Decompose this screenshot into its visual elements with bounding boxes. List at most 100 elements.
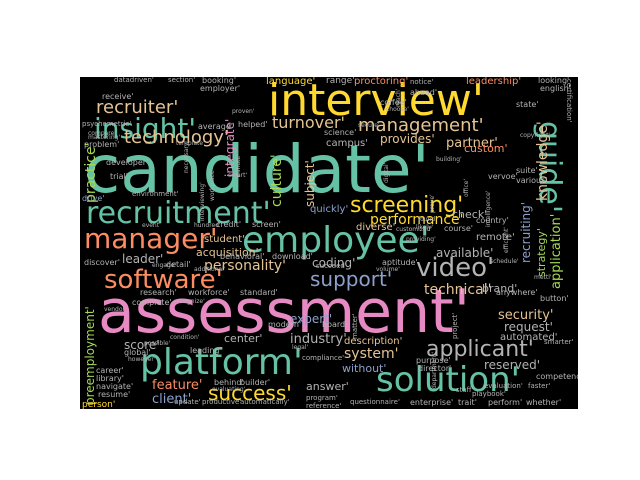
word: person' [82, 400, 116, 410]
word: copyright' [520, 132, 551, 139]
word: helped' [238, 120, 268, 129]
word: customized' [396, 226, 433, 233]
word: state' [516, 100, 539, 109]
word: applicant' [426, 337, 534, 362]
word: problem' [84, 140, 120, 149]
word: schedule' [490, 258, 519, 265]
word: partner' [446, 136, 498, 151]
word: candidate' [84, 131, 430, 208]
word: manager' [84, 222, 218, 255]
word: complete' [132, 298, 172, 307]
word: discover' [84, 258, 120, 267]
word: language' [266, 77, 316, 87]
word: research' [140, 288, 177, 297]
word: behind' [214, 378, 244, 387]
word: score' [124, 338, 160, 352]
word: program' [306, 394, 338, 402]
word: project' [451, 312, 459, 339]
word: drive' [82, 194, 105, 203]
word: smarter' [544, 338, 574, 346]
word: science' [324, 128, 357, 137]
word: technical' [424, 282, 492, 298]
word: library' [96, 374, 124, 383]
word: subject' [303, 160, 317, 207]
word: employee' [242, 220, 430, 261]
word: perform' [488, 398, 523, 407]
word: notice' [410, 78, 434, 86]
word: request' [504, 320, 553, 334]
word: possible' [144, 340, 171, 347]
word: condition' [170, 334, 200, 341]
word: remote' [476, 232, 515, 243]
word: insight' [94, 112, 197, 145]
word: support' [310, 267, 393, 291]
word: software' [104, 265, 223, 295]
word: productive' [202, 398, 242, 406]
word: strategy' [535, 228, 548, 277]
word: navigate' [96, 382, 134, 391]
word: detail' [166, 260, 191, 269]
word: range' [326, 77, 355, 86]
word: standard' [240, 288, 278, 297]
word: center' [224, 332, 263, 345]
word: security' [498, 308, 554, 323]
word: minute' [235, 154, 242, 177]
word: recognize' [174, 298, 205, 305]
word: industry' [290, 332, 347, 347]
word: platform' [140, 342, 303, 383]
word: necessary' [183, 140, 190, 173]
word: booking' [202, 77, 237, 85]
word: reference' [306, 402, 342, 410]
word: employer' [200, 84, 241, 93]
word: digital' [383, 162, 390, 183]
word: brand' [482, 282, 518, 295]
word: prove' [429, 194, 436, 213]
word: recruiting' [519, 201, 533, 263]
word: coding' [312, 256, 356, 270]
word: behavioral' [220, 252, 265, 261]
word: feature' [152, 378, 203, 393]
word: client' [152, 392, 192, 407]
word: system' [344, 346, 399, 362]
word: developer' [106, 158, 149, 167]
word: solution' [376, 360, 520, 400]
word: mastering' [88, 134, 121, 141]
word: additional' [194, 266, 226, 273]
word: found' [418, 216, 437, 223]
word: resume' [98, 390, 131, 399]
word: recruiter' [96, 97, 179, 118]
word: however' [128, 356, 156, 363]
word: update' [174, 398, 201, 406]
word: anywhere' [496, 288, 538, 297]
word: automated' [500, 332, 558, 343]
word: turnover' [272, 113, 345, 132]
word: psychometric' [82, 120, 132, 128]
word: success' [208, 381, 292, 405]
word: answer' [306, 380, 349, 393]
word: aptitude' [382, 258, 418, 267]
word: screening' [350, 193, 464, 218]
word: reserved' [484, 358, 541, 372]
word: datadriven' [114, 77, 154, 84]
word: providing' [406, 236, 436, 243]
word: video' [416, 253, 495, 283]
word: automatically' [240, 398, 290, 406]
word: compare' [88, 130, 116, 137]
word: button' [540, 294, 569, 303]
word: questionnaire' [350, 398, 400, 406]
word: volume' [376, 266, 400, 273]
word: interview' [268, 77, 484, 126]
word: mettl' [534, 274, 552, 281]
word: looking' [538, 77, 570, 85]
word: quickly' [310, 204, 349, 215]
word: suite' [516, 166, 538, 175]
word: staff' [456, 386, 474, 394]
word: custom' [464, 142, 508, 155]
word: receive' [102, 92, 134, 101]
word: workplace' [209, 168, 216, 201]
word: country' [476, 216, 509, 225]
word: technology' [124, 127, 229, 148]
word: certification' [565, 79, 573, 123]
word: event' [142, 222, 161, 229]
word: career' [96, 366, 124, 375]
